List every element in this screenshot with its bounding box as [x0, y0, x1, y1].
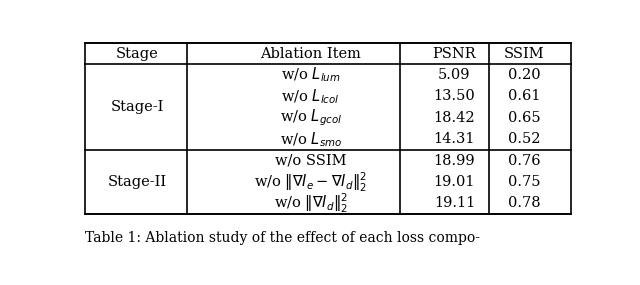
Text: 13.50: 13.50 — [434, 89, 476, 103]
Text: w/o $L_{smo}$: w/o $L_{smo}$ — [280, 130, 342, 148]
Text: 18.99: 18.99 — [434, 154, 476, 168]
Text: w/o SSIM: w/o SSIM — [275, 154, 346, 168]
Text: 5.09: 5.09 — [438, 68, 471, 82]
Text: 0.20: 0.20 — [508, 68, 540, 82]
Text: w/o $L_{lcol}$: w/o $L_{lcol}$ — [282, 87, 340, 106]
Text: 19.01: 19.01 — [434, 175, 476, 189]
Text: w/o $L_{gcol}$: w/o $L_{gcol}$ — [280, 107, 342, 128]
Text: 0.52: 0.52 — [508, 132, 540, 146]
Text: 19.11: 19.11 — [434, 196, 475, 210]
Text: PSNR: PSNR — [433, 47, 476, 61]
Text: 0.76: 0.76 — [508, 154, 540, 168]
Text: Stage: Stage — [116, 47, 159, 61]
Text: SSIM: SSIM — [504, 47, 544, 61]
Text: 0.78: 0.78 — [508, 196, 540, 210]
Text: Ablation Item: Ablation Item — [260, 47, 361, 61]
Text: Stage-II: Stage-II — [108, 175, 166, 189]
Text: Table 1: Ablation study of the effect of each loss compo-: Table 1: Ablation study of the effect of… — [85, 231, 480, 245]
Text: 18.42: 18.42 — [434, 111, 476, 125]
Text: 0.75: 0.75 — [508, 175, 540, 189]
Text: 0.61: 0.61 — [508, 89, 540, 103]
Text: 0.65: 0.65 — [508, 111, 540, 125]
Text: w/o $\| \nabla I_e - \nabla I_d \|_2^2$: w/o $\| \nabla I_e - \nabla I_d \|_2^2$ — [254, 170, 367, 194]
Text: w/o $\| \nabla I_d \|_2^2$: w/o $\| \nabla I_d \|_2^2$ — [273, 192, 348, 215]
Text: w/o $L_{lum}$: w/o $L_{lum}$ — [281, 66, 340, 84]
Text: Stage-I: Stage-I — [110, 100, 164, 114]
Text: 14.31: 14.31 — [434, 132, 476, 146]
